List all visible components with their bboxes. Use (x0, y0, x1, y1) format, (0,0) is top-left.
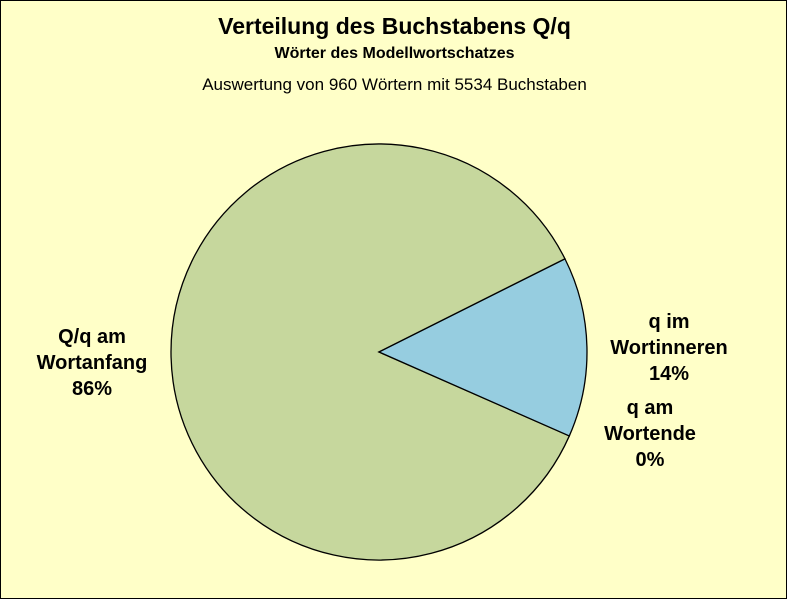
chart-note: Auswertung von 960 Wörtern mit 5534 Buch… (202, 75, 587, 94)
pie-slice-1 (377, 257, 588, 437)
slice-label-line: Wortinneren (610, 337, 728, 359)
slice-label-line: Wortanfang (36, 352, 148, 374)
slice-label-line: q im (648, 311, 690, 333)
slice-label-line: q am (626, 397, 674, 419)
slice-label-wortinneren: q im Wortinneren 14% (586, 309, 752, 387)
slice-label-value: 14% (648, 363, 690, 385)
slice-label-wortanfang: Q/q am Wortanfang 86% (22, 324, 162, 402)
slice-label-line: Wortende (604, 423, 696, 445)
pie-slice-0 (170, 143, 571, 561)
slice-label-value: 0% (635, 449, 665, 471)
slice-label-value: 86% (71, 378, 113, 400)
slice-label-wortende: q am Wortende 0% (580, 395, 720, 473)
chart-subtitle: Wörter des Modellwortschatzes (274, 45, 515, 62)
chart-title: Verteilung des Buchstabens Q/q (218, 13, 571, 39)
slice-label-line: Q/q am (58, 326, 126, 348)
